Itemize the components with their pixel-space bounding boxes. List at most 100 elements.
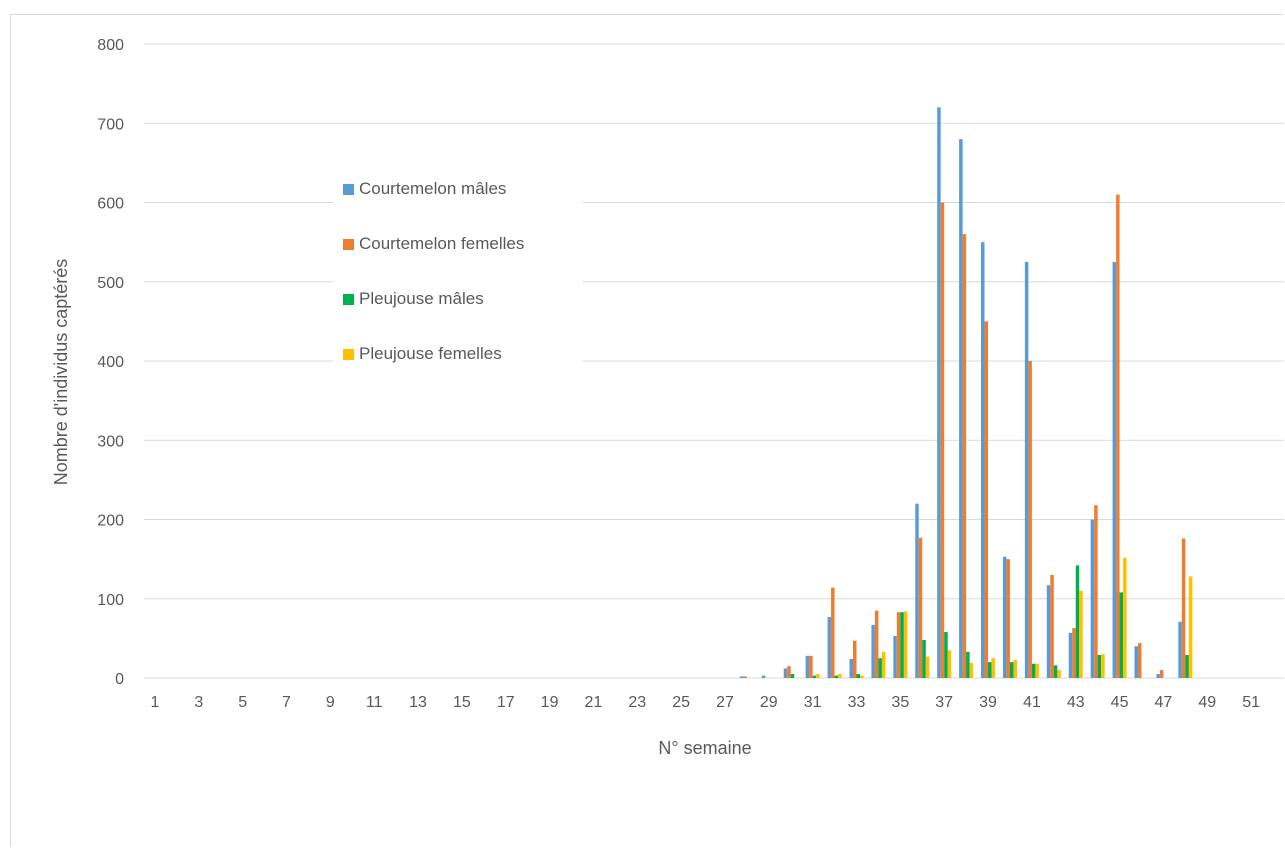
bar xyxy=(809,655,813,678)
bar xyxy=(1072,628,1076,678)
x-tick-label: 25 xyxy=(672,694,690,711)
x-tick-label: 39 xyxy=(979,694,997,711)
bar xyxy=(940,202,945,678)
bar xyxy=(896,612,901,678)
bar xyxy=(838,674,842,678)
legend-label: Courtemelon femelles xyxy=(359,234,525,253)
bar xyxy=(947,650,952,678)
bar xyxy=(852,640,857,678)
x-tick-label: 7 xyxy=(282,694,291,711)
bar xyxy=(834,675,839,678)
x-tick-label: 41 xyxy=(1023,694,1041,711)
y-tick-label: 600 xyxy=(97,196,124,213)
bar xyxy=(1079,590,1083,678)
legend-item: Pleujouse femelles xyxy=(343,342,502,366)
bar xyxy=(1134,646,1138,678)
bar xyxy=(1035,663,1039,678)
bar xyxy=(1090,519,1095,678)
legend-swatch xyxy=(343,238,354,250)
legend-item: Pleujouse mâles xyxy=(343,287,484,311)
bar xyxy=(915,503,919,678)
bar xyxy=(812,675,817,678)
bar xyxy=(969,662,974,678)
bar xyxy=(1028,361,1032,678)
x-tick-label: 11 xyxy=(366,694,383,711)
bars xyxy=(739,107,1193,679)
bar xyxy=(1068,632,1073,678)
y-tick-label: 800 xyxy=(97,37,124,54)
bar xyxy=(1075,565,1080,678)
bar xyxy=(831,587,835,678)
x-axis-ticks: 1 3 5 7 9 11 13 15 17 19 21 23 25 27 29 31 33 35 37 39 41 43 4… xyxy=(151,694,1261,711)
bar xyxy=(900,612,904,678)
x-tick-label: 37 xyxy=(935,694,953,711)
bar xyxy=(1101,654,1105,678)
bar xyxy=(1159,670,1164,678)
bar xyxy=(1119,592,1124,678)
bar xyxy=(761,675,766,678)
bar xyxy=(860,675,864,678)
bar xyxy=(988,662,992,678)
x-tick-label: 31 xyxy=(804,694,822,711)
bar xyxy=(984,321,989,678)
x-tick-label: 3 xyxy=(194,694,203,711)
bar xyxy=(849,658,853,678)
bar xyxy=(1013,659,1017,678)
bar xyxy=(1181,538,1186,678)
bar xyxy=(1156,674,1160,678)
bar xyxy=(739,676,744,678)
bar xyxy=(1097,655,1102,678)
x-tick-label: 15 xyxy=(453,694,471,711)
x-tick-label: 5 xyxy=(238,694,247,711)
x-tick-label: 45 xyxy=(1111,694,1129,711)
bar xyxy=(1185,655,1189,678)
y-tick-label: 100 xyxy=(97,592,124,609)
x-tick-label: 17 xyxy=(497,694,515,711)
bar xyxy=(1050,574,1054,678)
bar xyxy=(962,234,967,678)
x-tick-label: 51 xyxy=(1242,694,1260,711)
x-tick-label: 47 xyxy=(1155,694,1173,711)
y-axis-title: Nombre d'individus captérés xyxy=(51,259,71,486)
bar xyxy=(783,668,788,678)
bar xyxy=(1057,670,1061,678)
bar xyxy=(1024,261,1029,678)
bar xyxy=(805,655,810,678)
x-tick-label: 35 xyxy=(891,694,909,711)
bar xyxy=(1112,261,1117,678)
x-tick-label: 23 xyxy=(628,694,646,711)
x-tick-label: 21 xyxy=(585,694,603,711)
bar xyxy=(878,658,882,678)
x-tick-label: 19 xyxy=(541,694,559,711)
x-axis-title: N° semaine xyxy=(658,738,751,758)
bar xyxy=(1123,557,1127,678)
legend-item: Courtemelon mâles xyxy=(343,177,506,201)
bar xyxy=(1137,643,1142,678)
y-axis-ticks: 0 100 200 300 400 500 600 700 800 xyxy=(97,37,124,688)
bar xyxy=(790,674,795,678)
bar xyxy=(1031,663,1036,678)
legend-swatch xyxy=(343,183,354,195)
bar xyxy=(925,656,930,678)
x-tick-label: 43 xyxy=(1067,694,1085,711)
bar xyxy=(918,537,923,678)
x-tick-label: 9 xyxy=(326,694,335,711)
bar xyxy=(966,651,970,678)
legend-label: Pleujouse mâles xyxy=(359,289,484,308)
bar xyxy=(816,674,820,678)
bar xyxy=(1188,576,1193,678)
x-tick-label: 29 xyxy=(760,694,778,711)
legend-swatch xyxy=(343,293,354,305)
bar xyxy=(881,651,886,678)
bar xyxy=(959,139,963,679)
bar xyxy=(1002,556,1007,678)
x-tick-label: 27 xyxy=(716,694,734,711)
legend-item: Courtemelon femelles xyxy=(343,232,524,256)
bar xyxy=(981,242,985,678)
bar xyxy=(827,616,832,678)
bar xyxy=(1094,505,1098,678)
bar xyxy=(937,107,941,678)
x-tick-label: 33 xyxy=(848,694,866,711)
bar xyxy=(944,632,948,678)
legend: Courtemelon mâles Courtemelon femelles Ple… xyxy=(333,165,583,385)
